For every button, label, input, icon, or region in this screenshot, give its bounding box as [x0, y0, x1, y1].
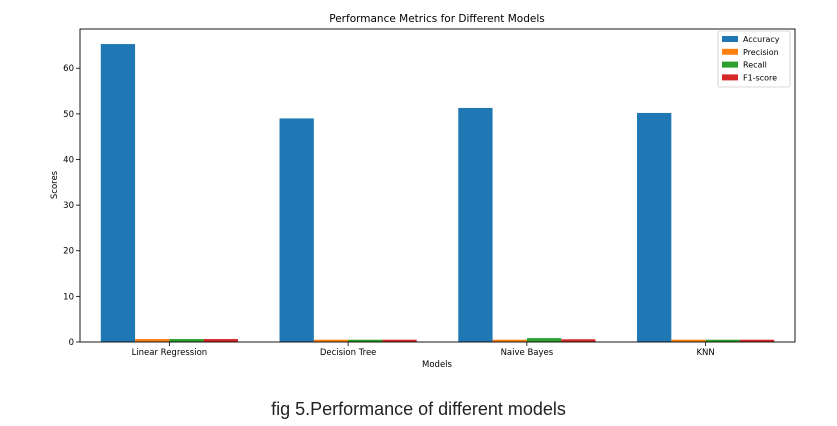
- bar-group: [100, 44, 775, 342]
- y-axis-ticks: 0 10 20 30 40 50 60: [63, 64, 80, 348]
- x-tick-label: Naive Bayes: [501, 348, 554, 358]
- bar-precision: [492, 339, 527, 342]
- legend-label: Accuracy: [743, 35, 780, 44]
- bar-accuracy: [637, 112, 672, 342]
- legend-swatch: [722, 74, 738, 81]
- bar-precision: [135, 339, 170, 342]
- bar-chart: Performance Metrics for Different Models…: [50, 13, 796, 370]
- legend-swatch: [722, 48, 738, 55]
- legend-swatch: [722, 61, 738, 68]
- bar-precision: [671, 339, 706, 342]
- bar-recall: [348, 339, 383, 342]
- y-tick-label: 50: [63, 110, 74, 120]
- y-tick-label: 10: [63, 292, 74, 302]
- bar-f1-score: [203, 339, 238, 342]
- chart-title: Performance Metrics for Different Models: [329, 13, 544, 25]
- x-tick-label: Decision Tree: [320, 348, 377, 358]
- x-axis-ticks: Linear Regression Decision Tree Naive Baye…: [132, 342, 715, 358]
- bar-f1-score: [739, 339, 775, 342]
- bar-recall: [526, 338, 562, 342]
- figure-caption: fig 5.Performance of different models: [271, 399, 566, 419]
- bar-accuracy: [458, 107, 493, 342]
- bar-f1-score: [561, 339, 596, 342]
- bar-precision: [313, 339, 349, 342]
- x-axis-label: Models: [422, 360, 453, 370]
- y-axis-label: Scores: [50, 170, 60, 199]
- legend-label: Recall: [743, 61, 767, 70]
- legend-label: Precision: [743, 48, 779, 57]
- bar-f1-score: [382, 339, 417, 342]
- plot-frame: [79, 28, 796, 343]
- bar-recall: [705, 339, 740, 342]
- bar-recall: [169, 339, 204, 342]
- y-tick-label: 30: [63, 201, 74, 211]
- legend-box: [717, 30, 791, 88]
- x-tick-label: Linear Regression: [132, 348, 208, 358]
- legend-label: F1-score: [743, 73, 777, 82]
- y-tick-label: 20: [63, 247, 74, 257]
- y-tick-label: 0: [69, 338, 74, 348]
- y-tick-label: 40: [63, 155, 74, 165]
- y-tick-label: 60: [63, 64, 74, 74]
- bar-accuracy: [100, 44, 136, 342]
- legend-swatch: [722, 36, 738, 42]
- bar-accuracy: [279, 118, 314, 342]
- x-tick-label: KNN: [696, 348, 714, 358]
- legend: Accuracy Precision Recall F1-score: [717, 30, 791, 88]
